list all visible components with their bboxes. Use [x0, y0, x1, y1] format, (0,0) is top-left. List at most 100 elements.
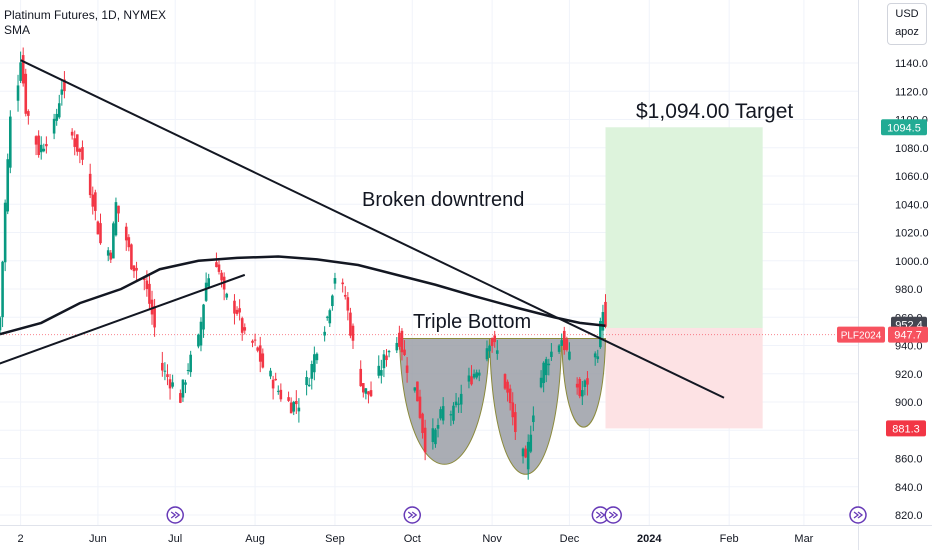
target-price-tag-label: 1094.5: [887, 122, 921, 134]
event-marker-icon[interactable]: [403, 506, 422, 524]
candle-up: [495, 340, 499, 360]
candle-down: [361, 383, 365, 398]
candle-down: [508, 384, 512, 411]
candle-up: [202, 303, 205, 338]
candle-up: [207, 273, 211, 287]
price-axis[interactable]: 820.0840.0860.0880.0900.0920.0940.0960.0…: [858, 0, 929, 550]
candle-down: [217, 260, 221, 275]
event-marker-icon[interactable]: [166, 506, 184, 524]
candle-up: [16, 74, 20, 112]
event-marker-icon[interactable]: [604, 506, 622, 524]
candle-down: [369, 381, 373, 398]
candle-down: [117, 205, 120, 222]
candle-down: [346, 292, 350, 321]
candle-down: [37, 130, 40, 158]
candle-up: [382, 350, 386, 378]
candle-down: [343, 286, 347, 300]
x-tick-label: 2: [18, 533, 24, 545]
candle-up: [313, 346, 316, 381]
candle-up: [112, 221, 115, 259]
candle-up: [526, 434, 530, 480]
candle-down: [73, 130, 77, 156]
candle-up: [328, 308, 332, 328]
symbol-tag: [837, 326, 885, 343]
x-tick-label: Feb: [720, 533, 739, 545]
candle-down: [562, 326, 566, 355]
candle-up: [325, 315, 329, 321]
candle-up: [57, 94, 61, 119]
candle-down: [416, 381, 419, 402]
candle-up: [307, 377, 311, 387]
candle-up: [568, 342, 571, 361]
candle-down: [243, 323, 247, 335]
candle-up: [197, 333, 200, 349]
candle-down: [99, 213, 102, 245]
candle-up: [106, 247, 110, 262]
candle-up: [459, 384, 463, 414]
candle-up: [199, 317, 203, 352]
candle-up: [477, 369, 481, 382]
candle-up: [9, 110, 12, 174]
candle-up: [297, 398, 301, 423]
candle-down: [514, 403, 517, 440]
time-axis[interactable]: 2 Jun Jul Aug Sep Oct Nov Dec 2024 Feb Mar: [0, 525, 932, 546]
candle-down: [34, 135, 38, 156]
candle-down: [161, 351, 164, 377]
event-marker-icon[interactable]: [849, 506, 867, 524]
y-tick-label: 920.0: [895, 369, 923, 381]
candle-down: [96, 220, 100, 235]
candle-up: [269, 367, 272, 380]
candle-up: [276, 385, 280, 395]
stop-price-tag: [886, 420, 926, 437]
symbol-tag-label: PLF2024: [841, 331, 882, 342]
candle-down: [258, 336, 262, 373]
candle-down: [135, 261, 138, 281]
candle-down: [78, 147, 82, 164]
candle-down: [166, 364, 169, 386]
candle-up: [557, 344, 561, 354]
candle-up: [19, 51, 22, 84]
candle-down: [142, 276, 146, 291]
trendlines-layer: [0, 59, 725, 399]
candle-down: [421, 412, 424, 439]
candle-up: [55, 108, 58, 126]
candle-up: [333, 272, 337, 290]
candle-down: [295, 390, 298, 414]
candle-down: [233, 294, 236, 325]
candle-down: [238, 299, 241, 321]
last-price-tag: [888, 326, 928, 343]
candle-down: [235, 306, 239, 316]
candle-up: [189, 350, 192, 377]
candle-up: [449, 410, 453, 426]
candle-up: [472, 369, 476, 380]
axis-settings-box[interactable]: USD apoz: [887, 3, 927, 45]
candle-down: [490, 337, 494, 353]
candle-down: [565, 336, 569, 352]
candle-down: [349, 307, 352, 339]
x-tick-label: Nov: [482, 533, 502, 545]
candle-down: [153, 298, 156, 337]
candle-down: [21, 47, 25, 87]
candle-down: [81, 140, 84, 166]
candle-up: [186, 363, 190, 375]
candle-up: [593, 351, 597, 366]
candle-down: [45, 136, 48, 154]
scale-mode-label[interactable]: apoz: [895, 26, 919, 38]
candle-up: [439, 406, 442, 421]
triple-bottom-annotation: Triple Bottom: [413, 311, 531, 333]
candle-up: [0, 316, 2, 334]
x-tick-label: Mar: [794, 533, 813, 545]
candle-up: [292, 400, 296, 416]
candle-up: [550, 343, 553, 361]
event-markers: [166, 506, 867, 524]
indicator-legend-sma[interactable]: SMA: [4, 23, 31, 37]
candle-up: [52, 113, 56, 140]
candle-down: [604, 294, 607, 329]
currency-label[interactable]: USD: [895, 8, 919, 20]
candle-up: [395, 337, 399, 354]
candle-up: [544, 356, 548, 383]
candle-up: [181, 379, 185, 402]
candle-down: [403, 340, 406, 357]
